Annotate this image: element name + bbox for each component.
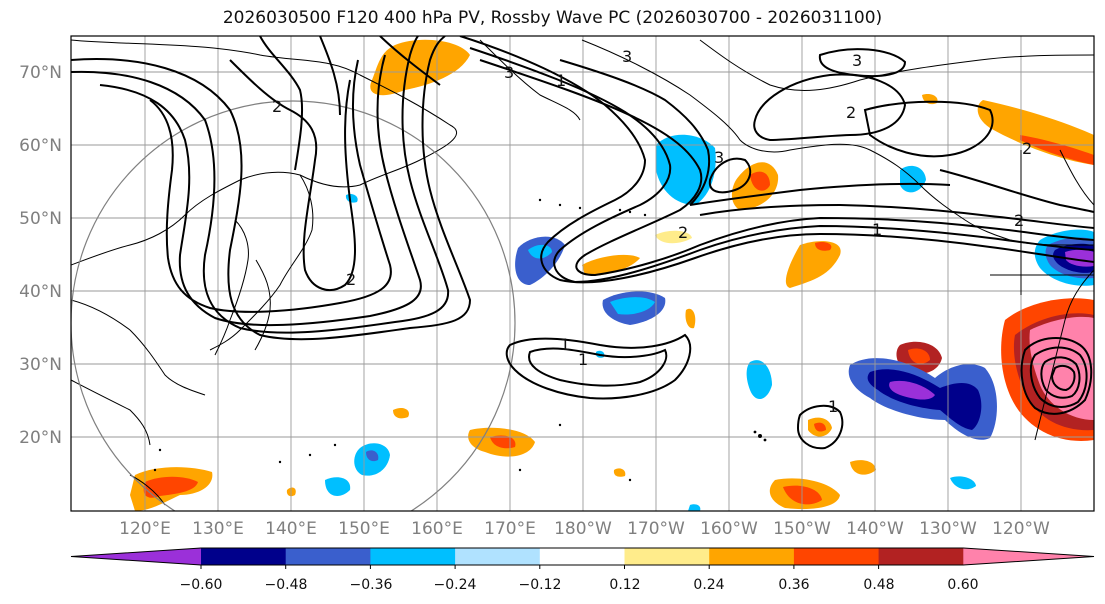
colorbar-tick-label: 0.36 xyxy=(778,577,809,593)
colorbar-tick-label: 0.48 xyxy=(863,577,894,593)
colorbar-tick-label: −0.12 xyxy=(519,577,562,593)
colorbar-segment xyxy=(285,548,371,565)
contour-label: 1 xyxy=(560,335,570,354)
map-border xyxy=(70,35,1095,512)
colorbar-segment xyxy=(539,548,625,565)
contour-label: 1 xyxy=(828,397,838,416)
lon-label: 150°W xyxy=(773,519,831,539)
lon-label: 150°E xyxy=(338,519,390,539)
pv-contours xyxy=(71,36,1094,450)
colorbar-segment xyxy=(793,548,880,565)
lat-label: 60°N xyxy=(19,136,62,156)
contour-label: 3 xyxy=(714,148,724,167)
lat-label: 40°N xyxy=(19,282,62,302)
contour-label: 1 xyxy=(578,350,588,369)
colorbar-segment xyxy=(201,548,287,565)
colorbar-extend-high xyxy=(963,548,1094,565)
lon-label: 140°W xyxy=(846,519,904,539)
contour-label: 1 xyxy=(556,71,566,90)
colorbar-tick-label: 0.60 xyxy=(947,577,978,593)
contour-label: 2 xyxy=(272,97,282,116)
contour-label: 2 xyxy=(846,103,856,122)
lon-label: 140°E xyxy=(265,519,317,539)
colorbar-segment xyxy=(370,548,456,565)
colorbar-tick-label: 0.12 xyxy=(609,577,640,593)
lon-label: 160°E xyxy=(411,519,463,539)
lon-label: 130°E xyxy=(192,519,244,539)
wave-packet-region-circle xyxy=(71,100,516,511)
coastlines xyxy=(71,39,1094,506)
colorbar-extend-low xyxy=(71,548,202,565)
colorbar-tick-label: −0.24 xyxy=(434,577,477,593)
contour-labels: 1 1 1 1 1 2 2 2 2 2 2 3 3 3 3 xyxy=(272,47,1032,416)
contour-label: 2 xyxy=(1014,211,1024,230)
latitude-labels: 70°N 60°N 50°N 40°N 30°N 20°N xyxy=(19,63,62,448)
contour-label: 1 xyxy=(872,220,882,239)
lon-label: 170°W xyxy=(627,519,685,539)
colorbar-segment xyxy=(624,548,710,565)
contour-label: 2 xyxy=(346,270,356,289)
colorbar-segment xyxy=(878,548,964,565)
colorbar-tick-label: −0.60 xyxy=(180,577,223,593)
colorbar-tick-label: −0.48 xyxy=(265,577,308,593)
lon-label: 120°E xyxy=(119,519,171,539)
lon-label: 170°E xyxy=(484,519,536,539)
contour-label: 3 xyxy=(622,47,632,66)
island-markers xyxy=(153,198,767,482)
lat-label: 20°N xyxy=(19,428,62,448)
lat-label: 50°N xyxy=(19,209,62,229)
lon-label: 130°W xyxy=(919,519,977,539)
lon-label: 160°W xyxy=(700,519,758,539)
colorbar xyxy=(70,547,1095,569)
contour-label: 3 xyxy=(852,51,862,70)
lon-label: 180°W xyxy=(554,519,612,539)
lat-label: 30°N xyxy=(19,355,62,375)
contour-label: 3 xyxy=(504,63,514,82)
colorbar-tick-label: −0.36 xyxy=(350,577,393,593)
colorbar-tick-label: 0.24 xyxy=(693,577,724,593)
map-title: 2026030500 F120 400 hPa PV, Rossby Wave … xyxy=(222,8,883,28)
colorbar-segment xyxy=(709,548,795,565)
contour-label: 2 xyxy=(1022,139,1032,158)
contour-label: 2 xyxy=(678,223,688,242)
colorbar-tick-labels: −0.60 −0.48 −0.36 −0.24 −0.12 0.12 0.24 … xyxy=(180,577,979,593)
longitude-labels: 120°E 130°E 140°E 150°E 160°E 170°E 180°… xyxy=(119,519,1050,539)
colorbar-segment xyxy=(455,548,541,565)
lat-label: 70°N xyxy=(19,63,62,83)
lon-label: 120°W xyxy=(992,519,1050,539)
